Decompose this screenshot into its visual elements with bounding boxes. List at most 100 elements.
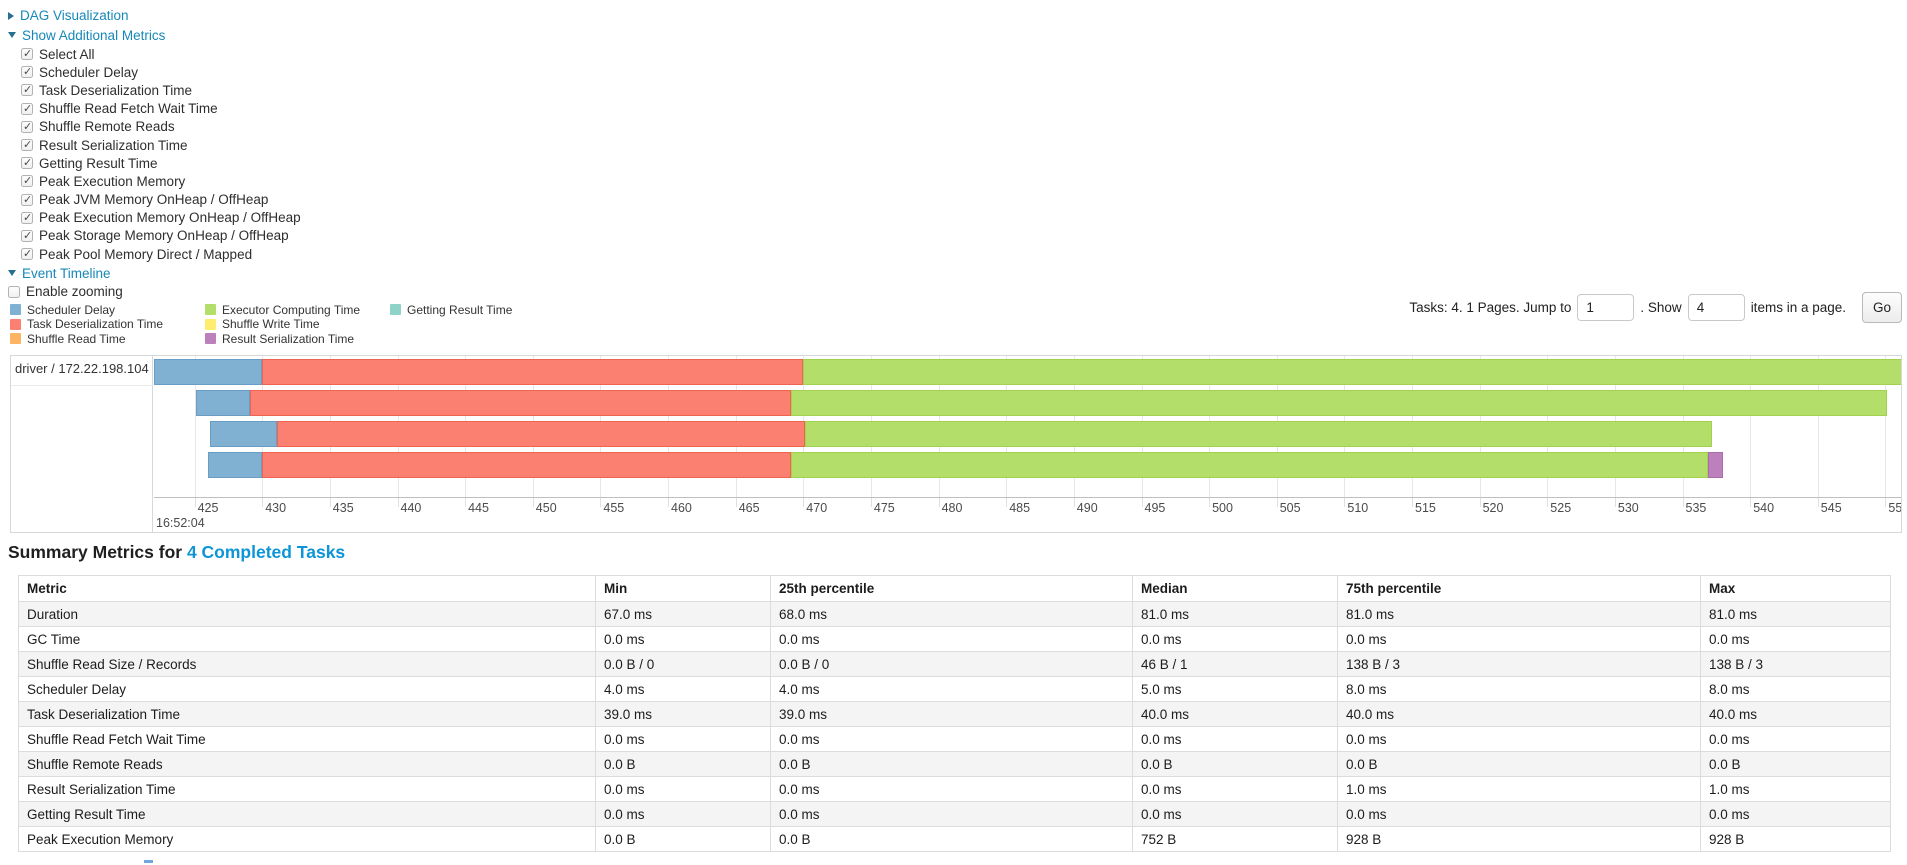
task-bar-segment-deserialization[interactable] [277,421,805,447]
table-header-cell: Min [595,575,771,602]
metric-checkbox[interactable] [21,138,33,152]
metric-name-cell: Shuffle Read Size / Records [18,651,596,677]
axis-gridline [1750,356,1752,497]
axis-base-time-label: 16:52:04 [156,516,205,530]
enable-zooming-checkbox[interactable] [8,285,20,298]
metric-value-cell: 81.0 ms [1700,601,1891,627]
task-bar-segment-deserialization[interactable] [262,359,804,385]
metric-value-cell: 4.0 ms [770,676,1133,702]
event-timeline-link[interactable]: Event Timeline [22,265,111,281]
partially-visible-element [144,860,153,863]
metric-checkbox-label: Shuffle Read Fetch Wait Time [39,101,218,117]
axis-tick-label: 545 [1820,501,1842,515]
metric-checkbox[interactable] [21,229,33,242]
axis-tick-label: 485 [1009,501,1031,515]
metric-checkbox-row[interactable]: Result Serialization Time [8,136,608,154]
metric-value-cell: 0.0 ms [1700,626,1891,652]
enable-zooming-row[interactable]: Enable zooming [8,283,608,301]
metric-value-cell: 0.0 ms [1700,726,1891,752]
axis-tick [1817,498,1819,507]
task-bar-segment-compute[interactable] [791,390,1887,416]
event-timeline-toggle[interactable]: Event Timeline [8,263,608,283]
metric-checkbox[interactable] [21,83,33,97]
metric-checkbox-label: Task Deserialization Time [39,82,193,98]
metric-checkbox-row[interactable]: Peak Execution Memory [8,172,608,190]
metric-value-cell: 928 B [1700,826,1891,852]
items-in-page-label: items in a page. [1750,299,1846,315]
metric-value-cell: 0.0 B [595,826,771,852]
axis-tick [1073,498,1075,507]
axis-tick [194,498,196,507]
metric-checkbox-list: Select All Scheduler Delay Task Deserializ… [8,45,608,263]
metric-checkbox-row[interactable]: Task Deserialization Time [8,81,608,99]
table-header-cell: 25th percentile [770,575,1133,602]
axis-tick [1885,498,1887,507]
show-additional-metrics-link[interactable]: Show Additional Metrics [22,27,166,43]
jump-to-page-input[interactable] [1577,293,1635,321]
dag-visualization-link[interactable]: DAG Visualization [20,8,129,24]
completed-tasks-link[interactable]: 4 Completed Tasks [186,542,346,562]
metric-checkbox-row[interactable]: Select All [8,45,608,63]
summary-metrics-title: Summary Metrics for 4 Completed Tasks [8,542,345,563]
metric-checkbox-label: Peak Execution Memory [39,173,186,189]
metric-value-cell: 39.0 ms [770,701,1133,727]
table-row: Shuffle Read Size / Records 0.0 B / 0 0.0 … [18,651,1891,677]
table-header-row: Metric Min 25th percentile Median 75th perce… [18,575,1891,602]
metric-value-cell: 0.0 B [1132,751,1338,777]
metric-checkbox[interactable] [21,193,33,206]
task-bar-segment-deserialization[interactable] [262,452,792,478]
metric-checkbox[interactable] [21,102,33,115]
metric-checkbox[interactable] [21,174,33,188]
task-bar-segment-scheduler[interactable] [208,452,263,478]
task-bar-segment-scheduler[interactable] [154,359,263,385]
task-bar-segment-deserialization[interactable] [250,390,792,416]
task-bar-segment-result_serialization[interactable] [1708,452,1724,478]
metric-checkbox-row[interactable]: Getting Result Time [8,154,608,172]
axis-tick [262,498,264,507]
task-bar-segment-scheduler[interactable] [209,421,278,447]
metric-checkbox-label: Select All [39,46,95,62]
axis-tick-label: 445 [468,501,489,515]
go-button[interactable]: Go [1862,291,1902,323]
axis-gridline [1885,356,1887,497]
metric-checkbox[interactable] [21,47,33,61]
legend-label: Shuffle Write Time [222,317,320,332]
metric-value-cell: 752 B [1132,826,1338,852]
metric-checkbox[interactable] [21,211,33,224]
timeline-legend: Scheduler Delay Task Deserialization Time… [10,303,512,346]
metric-checkbox[interactable] [21,120,33,133]
axis-tick-label: 455 [603,501,625,515]
task-bar-segment-compute[interactable] [804,421,1713,447]
legend-item: Scheduler Delay [10,303,205,317]
axis-tick-label: 425 [197,501,219,515]
metric-checkbox[interactable] [21,156,33,170]
axis-tick [397,498,399,507]
metric-checkbox-row[interactable]: Scheduler Delay [8,63,608,81]
axis-tick [668,498,669,507]
show-additional-metrics-toggle[interactable]: Show Additional Metrics [8,26,608,46]
task-bar-segment-compute[interactable] [803,359,1901,385]
metric-value-cell: 0.0 B [770,751,1133,777]
axis-tick [1209,498,1211,507]
metric-checkbox-row[interactable]: Peak Storage Memory OnHeap / OffHeap [8,227,608,245]
metric-checkbox-row[interactable]: Shuffle Read Fetch Wait Time [8,100,608,118]
metric-checkbox-row[interactable]: Peak Execution Memory OnHeap / OffHeap [8,209,608,227]
items-per-page-input[interactable] [1687,293,1745,321]
task-bar-segment-scheduler[interactable] [195,390,250,416]
dag-visualization-toggle[interactable]: DAG Visualization [8,6,608,26]
metric-checkbox-label: Peak JVM Memory OnHeap / OffHeap [39,192,269,208]
legend-label: Getting Result Time [407,302,513,317]
metric-checkbox[interactable] [21,247,33,261]
metric-checkbox-label: Peak Pool Memory Direct / Mapped [39,246,253,262]
legend-item: Executor Computing Time [205,303,390,317]
metric-checkbox-row[interactable]: Peak JVM Memory OnHeap / OffHeap [8,191,608,209]
table-body: Duration 67.0 ms 68.0 ms 81.0 ms 81.0 ms 81.0… [18,601,1891,852]
metric-value-cell: 0.0 B / 0 [770,651,1133,677]
metric-value-cell: 81.0 ms [1337,601,1701,627]
metric-checkbox[interactable] [21,65,33,79]
metric-value-cell: 0.0 ms [770,726,1133,752]
metric-checkbox-row[interactable]: Shuffle Remote Reads [8,118,608,136]
task-bar-segment-compute[interactable] [791,452,1709,478]
metric-checkbox-label: Getting Result Time [39,155,158,171]
metric-checkbox-row[interactable]: Peak Pool Memory Direct / Mapped [8,245,608,263]
